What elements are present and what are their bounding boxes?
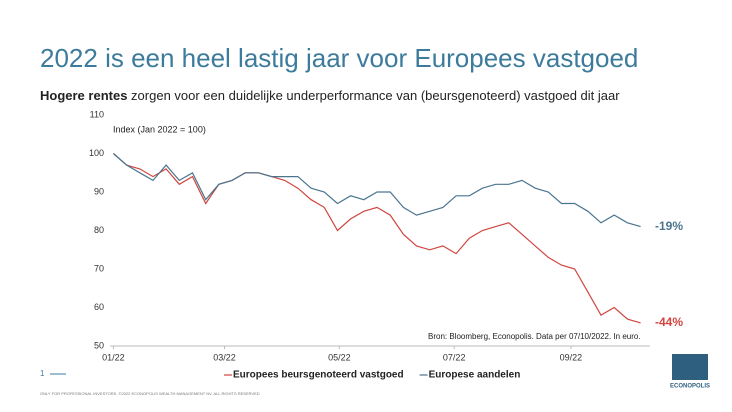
chart-title: 2022 is een heel lastig jaar voor Europe… [40, 43, 638, 73]
end-label: -44% [655, 315, 683, 329]
source: Bron: Bloomberg, Econopolis. Data per 07… [428, 332, 641, 341]
x-tick-label: 05/22 [328, 352, 351, 362]
y-tick-label: 50 [94, 340, 104, 350]
series-line [113, 153, 641, 228]
x-tick-label: 01/22 [102, 352, 125, 362]
y-tick-label: 100 [89, 148, 104, 158]
legend-label: Europees beursgenoteerd vastgoed [233, 370, 404, 381]
legend-label: Europese aandelen [429, 370, 521, 381]
y-tick-label: 80 [94, 225, 104, 235]
x-tick-label: 07/22 [443, 352, 466, 362]
y-tick-label: 90 [94, 186, 104, 196]
disclaimer: ONLY FOR PROFESSIONAL INVESTORS. ©2022 E… [40, 391, 260, 396]
series-line [113, 153, 641, 324]
logo-icon [672, 354, 708, 380]
page-number: 1 [40, 369, 45, 378]
end-label: -19% [655, 219, 683, 233]
x-tick-label: 03/22 [213, 352, 236, 362]
logo: ECONOPOLIS [670, 384, 710, 390]
y-tick-label: 110 [90, 109, 104, 119]
y-tick-label: 70 [94, 263, 104, 273]
chart-subtitle: Hogere rentes zorgen voor een duidelijke… [40, 88, 620, 103]
subtitle-bold: Hogere rentes [40, 88, 127, 103]
y-tick-label: 60 [94, 302, 104, 312]
y-axis-label: Index (Jan 2022 = 100) [113, 124, 206, 134]
x-tick-label: 09/22 [560, 352, 583, 362]
subtitle-text: zorgen voor een duidelijke underperforma… [131, 88, 620, 103]
